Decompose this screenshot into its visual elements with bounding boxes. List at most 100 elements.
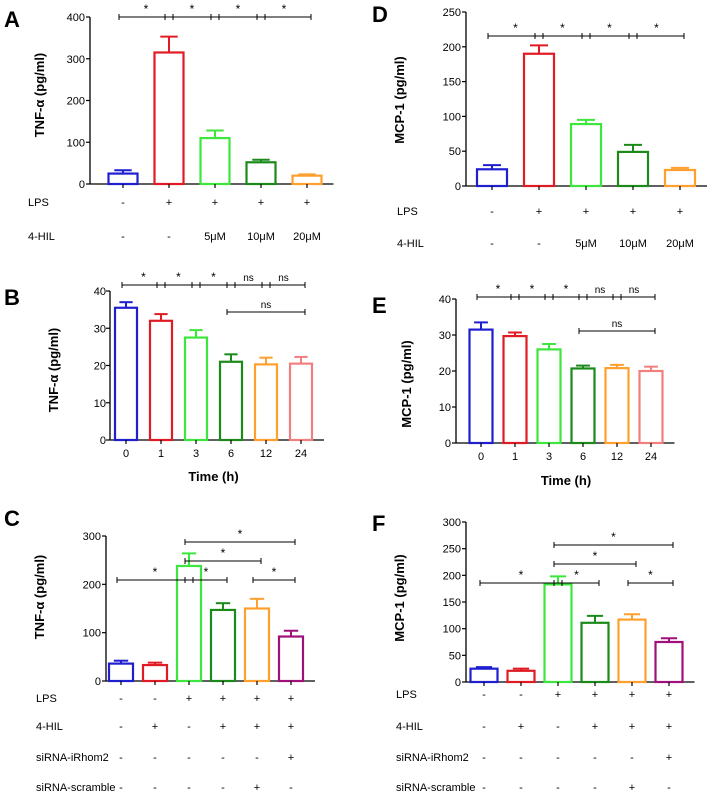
significance-label: * <box>144 2 149 16</box>
bar <box>536 348 562 445</box>
condition-label: 4-HIL <box>397 238 424 250</box>
condition-label: LPS <box>396 689 417 701</box>
y-tick-label: 0 <box>100 435 106 447</box>
bar <box>604 367 630 445</box>
panel-f: F MCP-1 (pg/ml) 0 50 100 150 200 250 300 LPS - - + + +… <box>372 511 695 794</box>
y-tick-label: 100 <box>83 628 101 640</box>
condition-value: - <box>537 238 541 250</box>
condition-value: + <box>629 782 635 794</box>
bar <box>543 583 573 684</box>
bar <box>569 122 603 188</box>
condition-value: - <box>221 752 225 764</box>
condition-value: + <box>677 206 683 218</box>
condition-value: - <box>482 689 486 701</box>
condition-value: + <box>629 721 635 733</box>
y-axis-title: MCP-1 (pg/ml) <box>392 554 407 641</box>
condition-value: - <box>187 721 191 733</box>
condition-value: + <box>518 721 524 733</box>
significance-label: * <box>190 2 195 16</box>
y-tick-label: 0 <box>79 179 85 191</box>
significance-label: * <box>648 568 653 582</box>
bar <box>218 360 244 442</box>
condition-value: - <box>153 782 157 794</box>
y-axis-title: TNF-α (pg/ml) <box>32 555 47 640</box>
condition-value: + <box>258 197 264 209</box>
y-tick-label: 0 <box>95 676 101 688</box>
panel-b: B TNF-α (pg/ml) 0 10 20 30 40 0 1 3 6 12 24 Time (h) *… <box>4 270 324 484</box>
y-axis-title: TNF-α (pg/ml) <box>32 53 47 138</box>
condition-value: + <box>166 197 172 209</box>
condition-value: - <box>667 782 671 794</box>
bar <box>469 667 499 684</box>
significance-label: ns <box>629 285 640 296</box>
condition-value: - <box>556 721 560 733</box>
y-axis-title: TNF-α (pg/ml) <box>46 328 61 413</box>
significance-label: * <box>211 270 216 284</box>
condition-value: - <box>187 782 191 794</box>
condition-value: + <box>254 693 260 705</box>
bar <box>638 369 664 445</box>
condition-value: - <box>519 689 523 701</box>
condition-value: + <box>304 197 310 209</box>
y-tick-label: 150 <box>443 77 461 89</box>
condition-label: LPS <box>28 197 49 209</box>
bar <box>506 669 536 684</box>
condition-value: + <box>536 206 542 218</box>
y-tick-label: 100 <box>443 111 461 123</box>
significance-label: * <box>176 270 181 284</box>
panel-label: F <box>372 511 385 536</box>
significance-label: * <box>204 565 209 579</box>
condition-value: - <box>119 752 123 764</box>
y-tick-label: 20 <box>94 361 106 373</box>
y-tick-label: 40 <box>439 294 451 306</box>
panel-label: A <box>4 7 20 32</box>
condition-label: siRNA-scramble <box>36 782 115 794</box>
condition-value: - <box>519 782 523 794</box>
y-tick-label: 50 <box>449 146 461 158</box>
y-tick-label: 200 <box>443 570 461 582</box>
panel-label: C <box>4 506 20 531</box>
bar <box>663 168 697 188</box>
significance-label: * <box>560 21 565 35</box>
x-tick-label: 1 <box>158 448 164 460</box>
y-tick-label: 300 <box>67 54 85 66</box>
bar <box>570 367 596 445</box>
condition-value: + <box>254 721 260 733</box>
significance-label: * <box>496 282 501 296</box>
bar <box>107 172 139 186</box>
bar <box>183 336 209 442</box>
bar <box>175 564 203 683</box>
significance-label: ns <box>612 319 623 330</box>
condition-value: - <box>490 206 494 218</box>
condition-value: - <box>119 693 123 705</box>
x-tick-label: 24 <box>645 451 657 463</box>
bar <box>209 608 237 683</box>
bar <box>291 174 323 186</box>
significance-label: * <box>282 2 287 16</box>
significance-label: * <box>153 565 158 579</box>
bar <box>475 168 509 188</box>
y-tick-label: 200 <box>83 579 101 591</box>
y-tick-label: 20 <box>439 366 451 378</box>
bar <box>617 618 647 684</box>
y-tick-label: 50 <box>449 650 461 662</box>
panel-e: E MCP-1 (pg/ml) 0 10 20 30 40 0 1 3 6 12 24 Time (h) *… <box>372 282 675 488</box>
condition-value: + <box>288 693 294 705</box>
condition-value: - <box>119 721 123 733</box>
condition-value: + <box>555 689 561 701</box>
significance-label: * <box>654 21 659 35</box>
significance-label: ns <box>243 273 254 284</box>
bar <box>468 328 494 445</box>
bar <box>141 663 169 683</box>
y-tick-label: 100 <box>67 137 85 149</box>
condition-value: - <box>482 721 486 733</box>
condition-value: - <box>221 782 225 794</box>
bar <box>277 635 305 683</box>
x-axis-title: Time (h) <box>188 469 238 484</box>
significance-label: * <box>574 568 579 582</box>
condition-value: 20μM <box>666 238 694 250</box>
x-tick-label: 0 <box>123 448 129 460</box>
x-tick-label: 6 <box>580 451 586 463</box>
y-tick-label: 400 <box>67 12 85 24</box>
